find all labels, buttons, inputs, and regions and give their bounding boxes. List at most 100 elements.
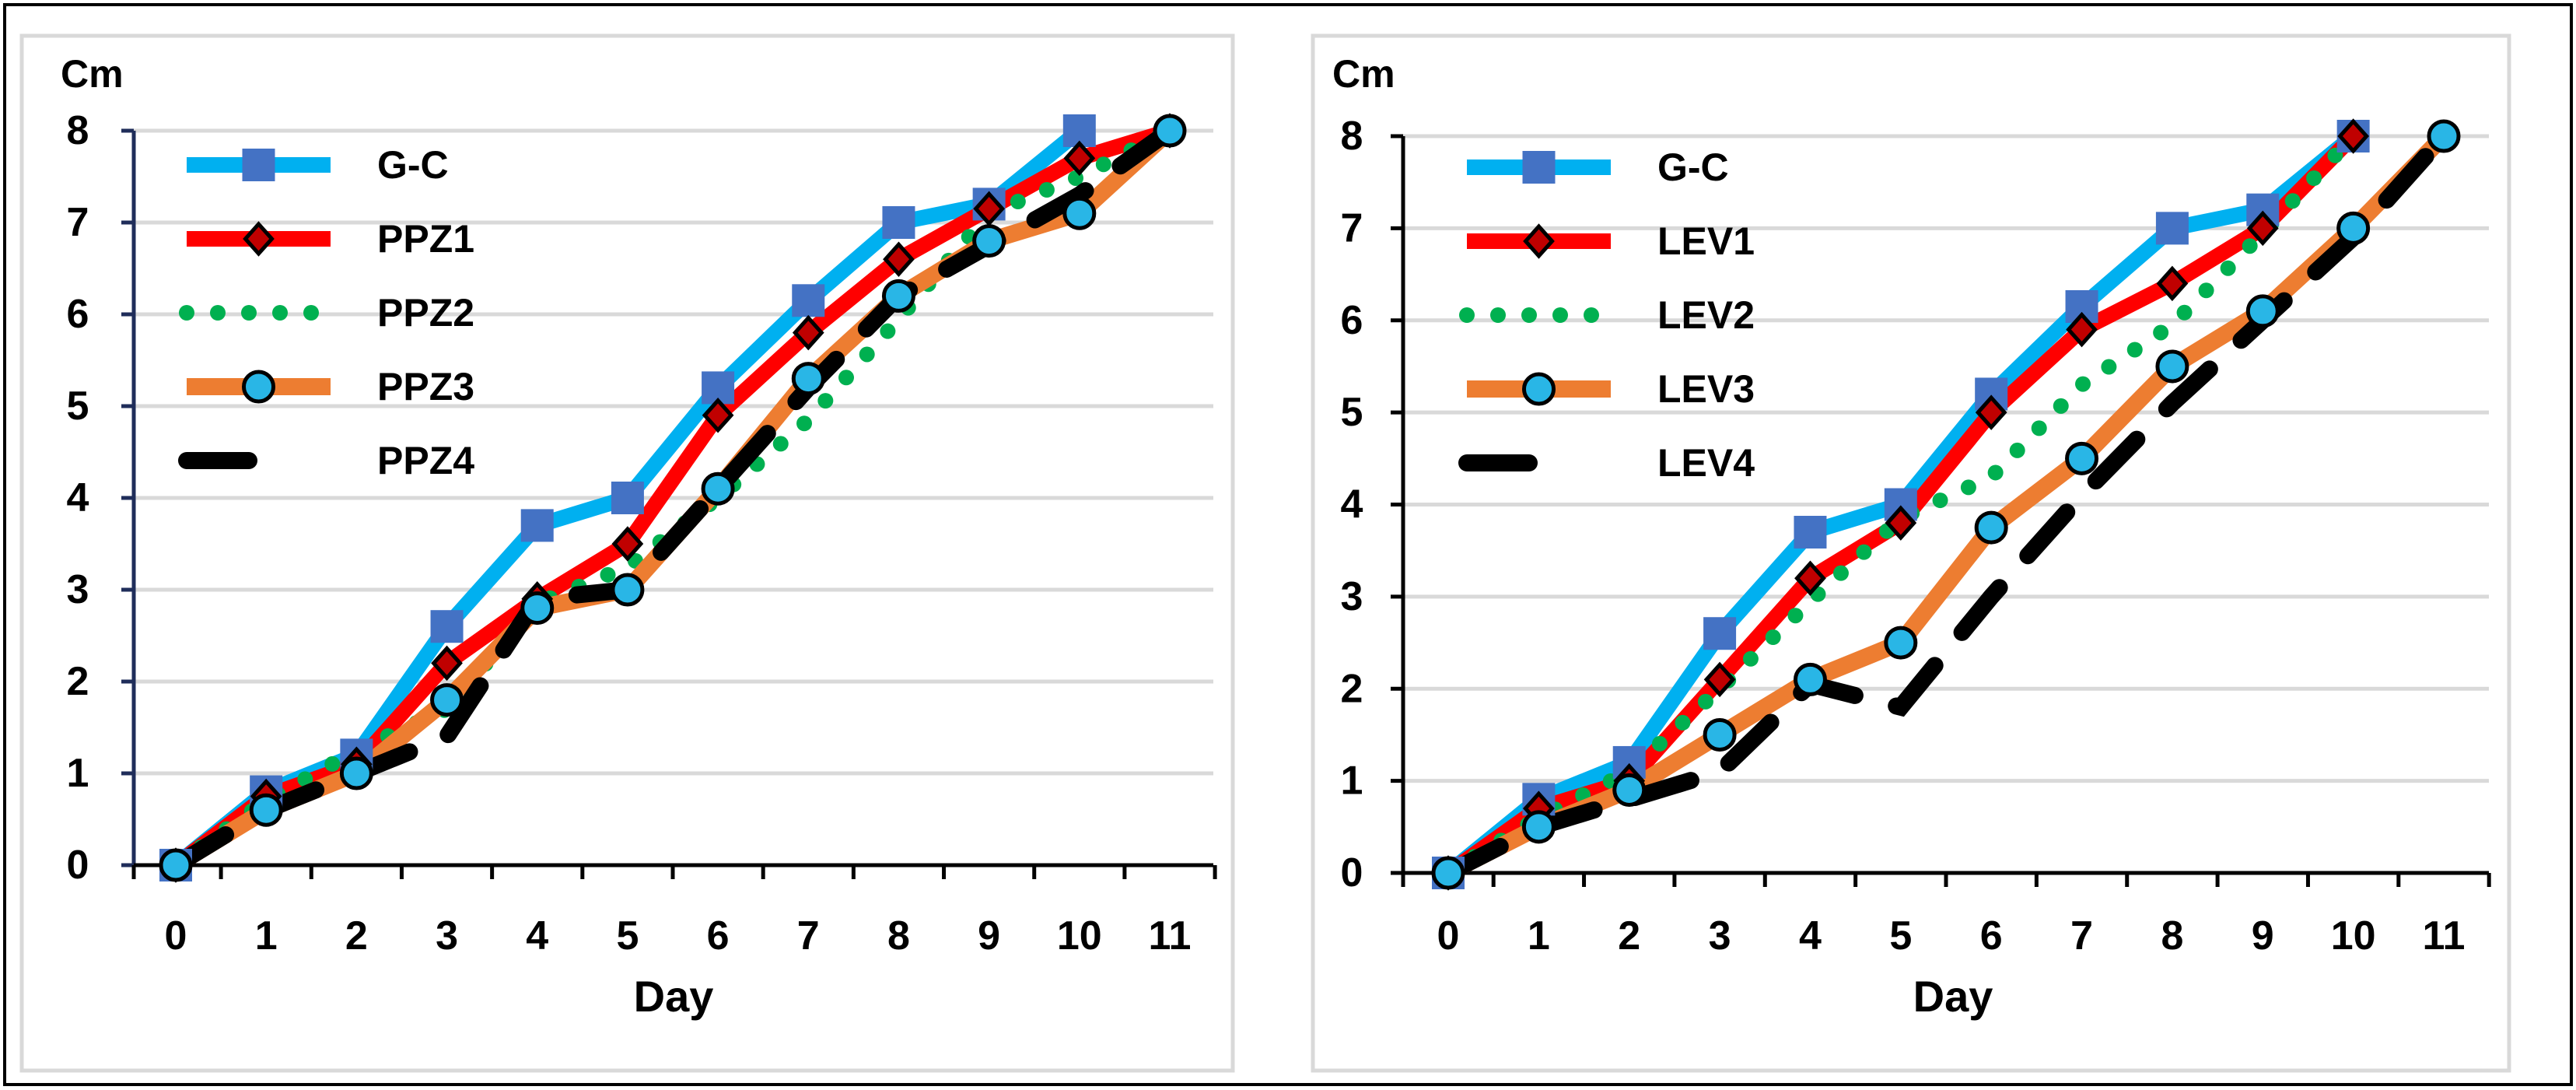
x-tick-label: 0: [165, 913, 187, 959]
x-tick-label: 9: [2252, 913, 2274, 959]
data-point-lev1: [2156, 265, 2189, 302]
legend-marker-g-c: [1522, 151, 1556, 184]
data-point-lev1: [2246, 210, 2279, 247]
x-tick-label: 1: [1528, 913, 1550, 959]
x-tick-label: 3: [436, 913, 458, 959]
y-axis-title: Cm: [61, 52, 124, 96]
x-tick-label: 8: [887, 913, 910, 959]
data-point-ppz1: [973, 191, 1005, 227]
data-point-ppz3: [701, 471, 735, 506]
data-point-lev3: [1884, 626, 1918, 660]
data-point-lev1: [1975, 394, 2007, 430]
data-point-g-c: [792, 284, 825, 317]
chart-frame-left: [19, 33, 1235, 1073]
legend-label-g-c: G-C: [1657, 145, 1729, 189]
y-tick-label: 8: [67, 108, 89, 153]
data-point-lev1: [2066, 311, 2098, 348]
chart-ppz: 0 1 2 3 4 5 6 7 8 0 1 2 3 4 5 6 7 8 9 10 11 Cm Day G-C PPZ1 PPZ2 P…: [61, 52, 1217, 1021]
legend-marker-lev3: [1522, 372, 1556, 406]
x-tick-label: 2: [1618, 913, 1640, 959]
y-tick-label: 0: [67, 843, 89, 888]
data-point-ppz3: [339, 756, 373, 790]
x-tick-label: 7: [797, 913, 820, 959]
data-point-lev3: [1974, 510, 2008, 545]
y-axis-title: Cm: [1332, 52, 1395, 96]
data-point-g-c: [520, 509, 554, 542]
legend-marker-ppz3: [242, 370, 275, 404]
figure-border: [3, 3, 2573, 1086]
x-tick-label: 9: [978, 913, 1000, 959]
data-point-g-c: [2155, 212, 2189, 245]
y-tick-label: 3: [1341, 574, 1363, 619]
x-tick-label: 5: [616, 913, 639, 959]
legend-label-lev4: LEV4: [1657, 441, 1755, 485]
data-point-lev1: [2337, 118, 2369, 154]
x-tick-label: 11: [1149, 913, 1192, 959]
data-point-ppz3: [249, 793, 283, 827]
series-line-lev2: [1440, 128, 2361, 881]
chart-lev: 0 1 2 3 4 5 6 7 8 0 1 2 3 4 5 6 7 8 9 10 11 Cm Day G-C LEV1 LEV2 L…: [1332, 52, 2491, 1021]
data-point-lev1: [1885, 505, 1917, 541]
y-tick-label: 1: [67, 751, 89, 796]
data-point-lev3: [2427, 119, 2461, 153]
y-tick-label: 3: [67, 567, 89, 612]
legend-marker-lev1: [1523, 223, 1555, 259]
y-tick-label: 4: [1341, 482, 1363, 527]
data-point-ppz3: [1062, 196, 1097, 230]
y-tick-label: 7: [67, 200, 89, 245]
data-point-lev3: [1521, 810, 1556, 844]
data-point-ppz1: [1063, 140, 1096, 177]
data-point-g-c: [611, 482, 644, 514]
data-point-lev3: [1431, 856, 1465, 890]
data-point-ppz1: [702, 398, 734, 433]
y-tick-label: 2: [67, 659, 89, 704]
x-tick-label: 0: [1437, 913, 1460, 959]
data-point-lev3: [1703, 717, 1737, 752]
x-tick-label: 1: [255, 913, 278, 959]
y-tick-label: 0: [1341, 850, 1363, 895]
y-tick-label: 5: [67, 384, 89, 429]
chart-frame-right: [1311, 33, 2511, 1073]
data-point-lev3: [1793, 662, 1827, 696]
x-tick-label: 3: [1709, 913, 1731, 959]
legend-marker-ppz1: [243, 221, 275, 257]
data-point-ppz3: [430, 683, 464, 717]
data-point-lev3: [1612, 773, 1647, 807]
data-point-ppz1: [611, 526, 644, 562]
data-point-ppz3: [520, 591, 555, 626]
data-point-ppz3: [1153, 114, 1187, 148]
x-tick-label: 11: [2423, 913, 2466, 959]
y-tick-label: 7: [1341, 205, 1363, 251]
x-tick-label: 5: [1889, 913, 1912, 959]
x-tick-label: 10: [1057, 913, 1102, 959]
y-tick-label: 1: [1341, 759, 1363, 804]
data-point-ppz3: [881, 279, 915, 313]
data-point-ppz1: [431, 645, 463, 682]
data-point-lev1: [1794, 560, 1826, 596]
y-tick-label: 5: [1341, 390, 1363, 435]
x-tick-label: 6: [1980, 913, 2003, 959]
data-point-ppz1: [883, 241, 915, 277]
data-point-ppz3: [791, 362, 825, 396]
legend-label-lev3: LEV3: [1657, 367, 1755, 411]
data-point-lev3: [2155, 349, 2189, 384]
x-tick-label: 6: [707, 913, 730, 959]
x-tick-label: 10: [2331, 913, 2376, 959]
x-tick-label: 7: [2070, 913, 2093, 959]
y-tick-label: 6: [67, 292, 89, 337]
x-tick-label: 4: [526, 913, 548, 959]
legend-label-ppz4: PPZ4: [377, 439, 474, 482]
data-point-lev3: [2245, 294, 2280, 328]
data-point-ppz1: [792, 314, 824, 351]
y-tick-label: 2: [1341, 666, 1363, 711]
legend-label-ppz2: PPZ2: [377, 291, 474, 335]
x-tick-label: 2: [345, 913, 368, 959]
data-point-g-c: [1794, 516, 1827, 549]
x-tick-label: 4: [1799, 913, 1822, 959]
x-axis-title: Day: [634, 972, 714, 1021]
x-axis-title: Day: [1913, 972, 1993, 1021]
data-point-lev3: [2065, 441, 2099, 475]
data-point-lev1: [1703, 661, 1736, 698]
